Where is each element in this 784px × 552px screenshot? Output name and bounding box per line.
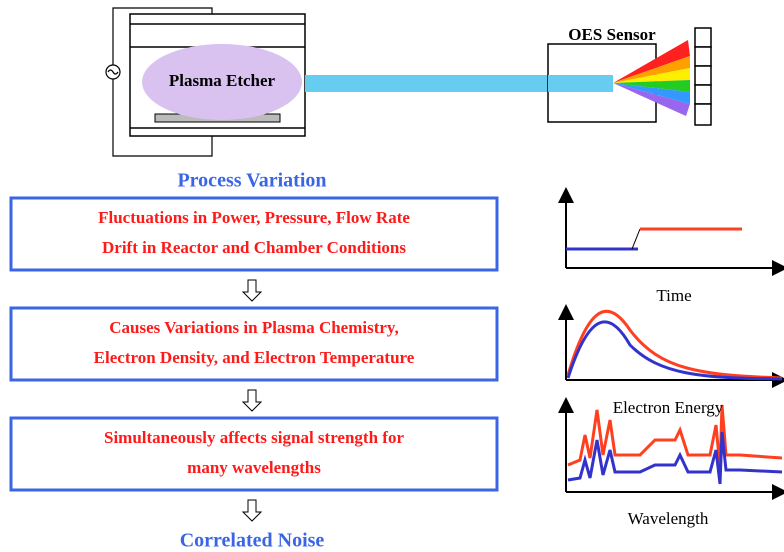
etcher: Plasma Etcher — [129, 13, 306, 137]
sensor: OES Sensor — [547, 25, 712, 126]
box-text: Causes Variations in Plasma Chemistry, — [109, 318, 399, 337]
box-text: Electron Density, and Electron Temperatu… — [94, 348, 415, 367]
plots — [558, 187, 784, 500]
sensor-label: OES Sensor — [568, 25, 656, 44]
flow-box — [9, 416, 499, 492]
plot-label: Wavelength — [628, 509, 709, 528]
flow-box — [9, 306, 499, 382]
down-arrow — [241, 279, 263, 302]
box-text: many wavelengths — [187, 458, 321, 477]
down-arrow — [241, 499, 263, 522]
box-text: Drift in Reactor and Chamber Conditions — [102, 238, 406, 257]
box-text: Fluctuations in Power, Pressure, Flow Ra… — [98, 208, 410, 227]
circuit — [105, 7, 213, 157]
process-title: Process Variation — [177, 170, 326, 192]
flow-box — [9, 196, 499, 272]
flow-boxes: Fluctuations in Power, Pressure, Flow Ra… — [9, 196, 499, 522]
down-arrow — [241, 389, 263, 412]
plot-label: Electron Energy — [613, 398, 724, 417]
etcher-label: Plasma Etcher — [169, 71, 276, 90]
box-text: Simultaneously affects signal strength f… — [104, 428, 404, 447]
plot-label: Time — [656, 286, 691, 305]
optical-fiber — [305, 75, 613, 92]
result-title: Correlated Noise — [180, 530, 325, 552]
